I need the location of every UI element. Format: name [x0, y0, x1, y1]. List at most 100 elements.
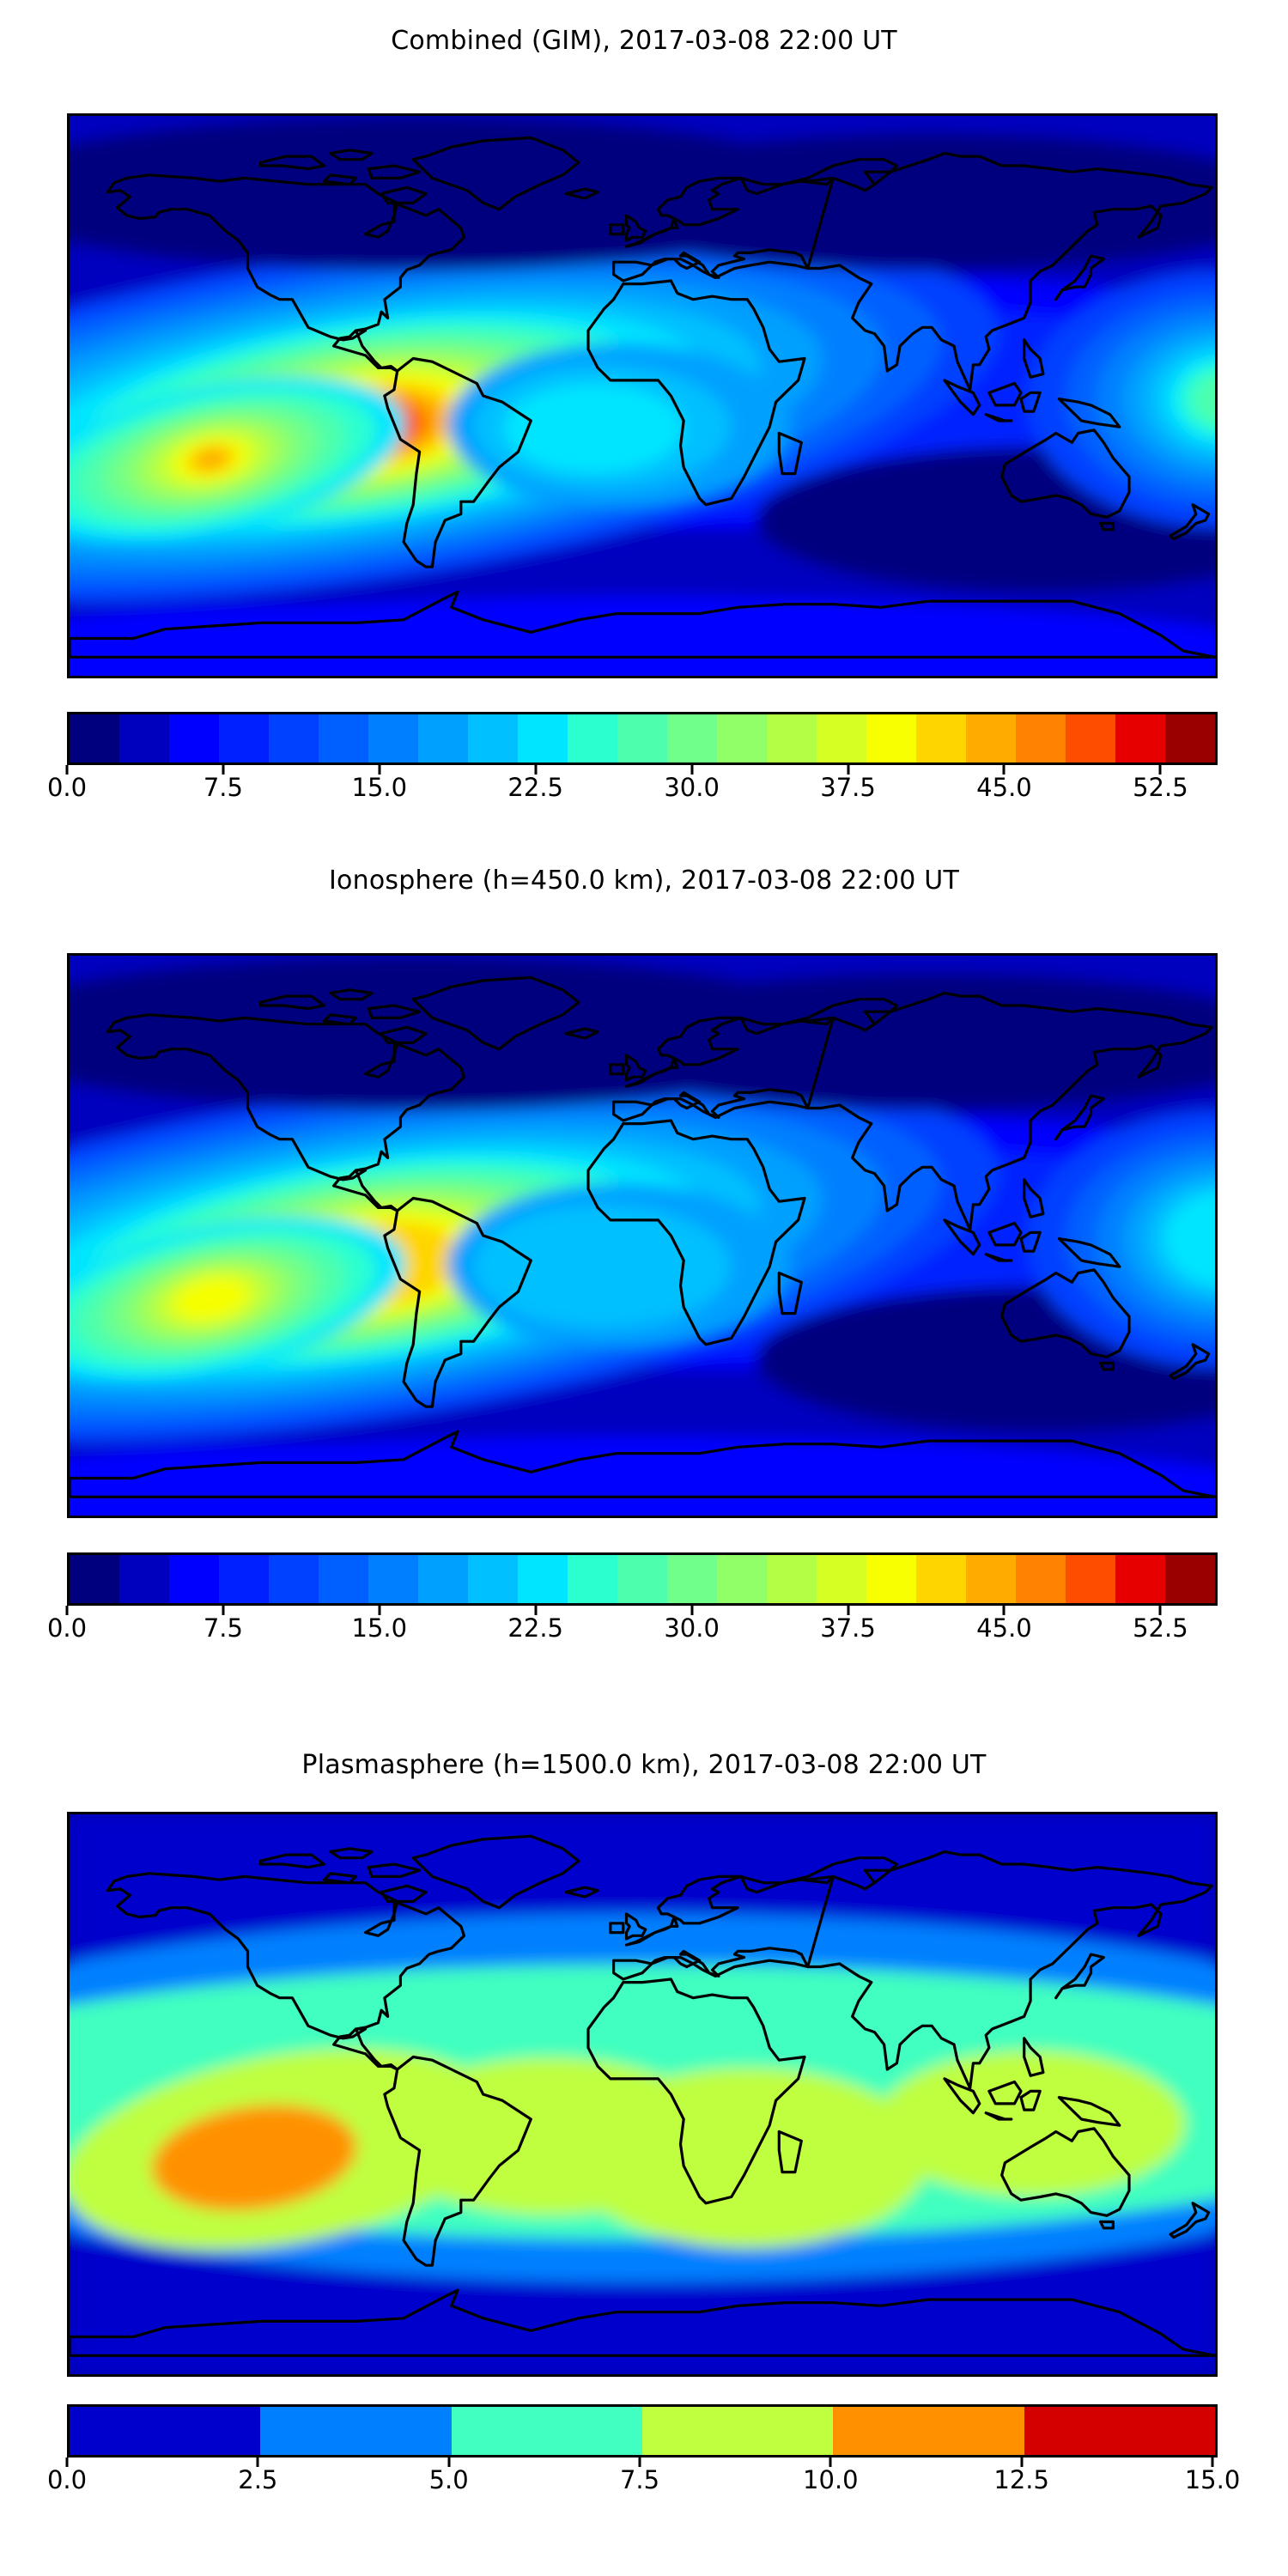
- colorbar-combined-swatch: [568, 714, 617, 762]
- colorbar-tick-label: 0.0: [46, 773, 88, 802]
- colorbar-tickmark: [534, 1606, 538, 1615]
- colorbar-ionosphere-swatch: [119, 1555, 169, 1603]
- colorbar-combined-swatch: [219, 714, 269, 762]
- colorbar-combined-swatch: [667, 714, 717, 762]
- colorbar-tickmark: [1211, 2458, 1214, 2467]
- colorbar-tickmark: [256, 2458, 259, 2467]
- colorbar-tick-label: 45.0: [976, 773, 1032, 802]
- colorbar-tickmark: [829, 2458, 832, 2467]
- colorbar-plasmasphere-swatch: [451, 2407, 642, 2455]
- colorbar-tickmark: [378, 765, 381, 775]
- coastline-path: [70, 1834, 1215, 2357]
- colorbar-tickmark: [638, 2458, 641, 2467]
- colorbar-combined-swatch: [617, 714, 667, 762]
- colorbar-tickmark: [690, 1606, 694, 1615]
- colorbar-combined-swatch: [169, 714, 219, 762]
- colorbar-tick-label: 52.5: [1133, 773, 1188, 802]
- colorbar-combined-swatch: [319, 714, 368, 762]
- colorbar-tick-label: 10.0: [803, 2465, 859, 2494]
- colorbar-ionosphere-swatch: [468, 1555, 518, 1603]
- colorbar-tick-label: 37.5: [820, 773, 876, 802]
- colorbar-ionosphere-swatch: [269, 1555, 319, 1603]
- colorbar-tick-label: 52.5: [1133, 1613, 1188, 1643]
- colorbar-ionosphere-swatch: [169, 1555, 219, 1603]
- contour-field: [70, 1814, 1215, 2374]
- colorbar-combined-swatch: [1016, 714, 1066, 762]
- colorbar-tickmark: [1158, 765, 1162, 775]
- colorbar-combined-swatch: [767, 714, 817, 762]
- colorbar-plasmasphere-swatch: [70, 2407, 261, 2455]
- colorbar-plasmasphere-swatch: [833, 2407, 1024, 2455]
- colorbar-tick-label: 15.0: [351, 773, 408, 802]
- colorbar-combined-swatch: [518, 714, 568, 762]
- colorbar-combined-swatch: [1165, 714, 1215, 762]
- colorbar-ionosphere-swatch: [518, 1555, 568, 1603]
- colorbar-ionosphere-swatch: [319, 1555, 368, 1603]
- map-combined-gim: [67, 113, 1218, 678]
- colorbar-ticks-combined: 0.0 7.5 15.0 22.5 30.0 37.5 45.0 52.5: [0, 765, 1288, 811]
- colorbar-tick-label: 7.5: [203, 1613, 243, 1643]
- colorbar-combined-swatch: [1115, 714, 1165, 762]
- colorbar-combined-swatch: [966, 714, 1016, 762]
- panel-title-plasmasphere: Plasmasphere (h=1500.0 km), 2017-03-08 2…: [301, 1750, 987, 1780]
- colorbar-ionosphere-swatch: [667, 1555, 717, 1603]
- panel-title-combined: Combined (GIM), 2017-03-08 22:00 UT: [391, 26, 897, 56]
- colorbar-tickmark: [65, 765, 69, 775]
- colorbar-tick-label: 7.5: [619, 2465, 660, 2494]
- colorbar-tick-label: 30.0: [664, 1613, 720, 1643]
- colorbar-tickmark: [222, 1606, 225, 1615]
- colorbar-ionosphere-swatch: [717, 1555, 767, 1603]
- colorbar-ionosphere-swatch: [1115, 1555, 1165, 1603]
- colorbar-plasmasphere-swatch: [260, 2407, 452, 2455]
- map-ionosphere: [67, 953, 1218, 1518]
- colorbar-ionosphere: [67, 1552, 1218, 1606]
- colorbar-tick-label: 22.5: [507, 1613, 564, 1643]
- colorbar-ionosphere-swatch: [219, 1555, 269, 1603]
- colorbar-ionosphere-swatch: [1066, 1555, 1115, 1603]
- colorbar-tick-label: 37.5: [820, 1613, 876, 1643]
- colorbar-ionosphere-swatch: [70, 1555, 119, 1603]
- colorbar-combined-swatch: [866, 714, 916, 762]
- colorbar-ticks-ionosphere: 0.0 7.5 15.0 22.5 30.0 37.5 45.0 52.5: [0, 1606, 1288, 1651]
- colorbar-ionosphere-swatch: [617, 1555, 667, 1603]
- colorbar-tickmark: [222, 765, 225, 775]
- colorbar-combined-swatch: [468, 714, 518, 762]
- colorbar-tickmark: [690, 765, 694, 775]
- coastline-path: [70, 136, 1215, 659]
- colorbar-combined-swatch: [717, 714, 767, 762]
- colorbar-tickmark: [447, 2458, 451, 2467]
- colorbar-tick-label: 5.0: [428, 2465, 469, 2494]
- colorbar-combined-swatch: [1066, 714, 1115, 762]
- colorbar-tick-label: 0.0: [46, 2465, 88, 2494]
- colorbar-tickmark: [847, 1606, 850, 1615]
- colorbar-ionosphere-swatch: [767, 1555, 817, 1603]
- colorbar-plasmasphere: [67, 2404, 1218, 2458]
- colorbar-tickmark: [378, 1606, 381, 1615]
- colorbar-ionosphere-swatch: [368, 1555, 418, 1603]
- colorbar-combined-swatch: [119, 714, 169, 762]
- colorbar-ionosphere-swatch: [418, 1555, 468, 1603]
- colorbar-tickmark: [1158, 1606, 1162, 1615]
- colorbar-tickmark: [534, 765, 538, 775]
- colorbar-combined-swatch: [418, 714, 468, 762]
- map-plasmasphere: [67, 1812, 1218, 2377]
- colorbar-ionosphere-swatch: [568, 1555, 617, 1603]
- colorbar-tick-label: 45.0: [976, 1613, 1032, 1643]
- colorbar-plasmasphere-swatch: [1024, 2407, 1215, 2455]
- colorbar-combined-gim: [67, 712, 1218, 765]
- colorbar-ticks-plasmasphere: 0.0 2.5 5.0 7.5 10.0 12.5 15.0: [0, 2458, 1288, 2503]
- colorbar-tickmark: [65, 2458, 69, 2467]
- colorbar-tickmark: [1020, 2458, 1024, 2467]
- colorbar-plasmasphere-swatch: [641, 2407, 834, 2455]
- colorbar-combined-swatch: [368, 714, 418, 762]
- colorbar-tickmark: [1002, 1606, 1005, 1615]
- colorbar-tick-label: 2.5: [238, 2465, 278, 2494]
- colorbar-ionosphere-swatch: [866, 1555, 916, 1603]
- colorbar-tick-label: 30.0: [664, 773, 720, 802]
- colorbar-combined-swatch: [916, 714, 966, 762]
- colorbar-tick-label: 15.0: [1184, 2465, 1241, 2494]
- contour-field: [70, 116, 1215, 676]
- colorbar-combined-swatch: [70, 714, 119, 762]
- colorbar-ionosphere-swatch: [1165, 1555, 1215, 1603]
